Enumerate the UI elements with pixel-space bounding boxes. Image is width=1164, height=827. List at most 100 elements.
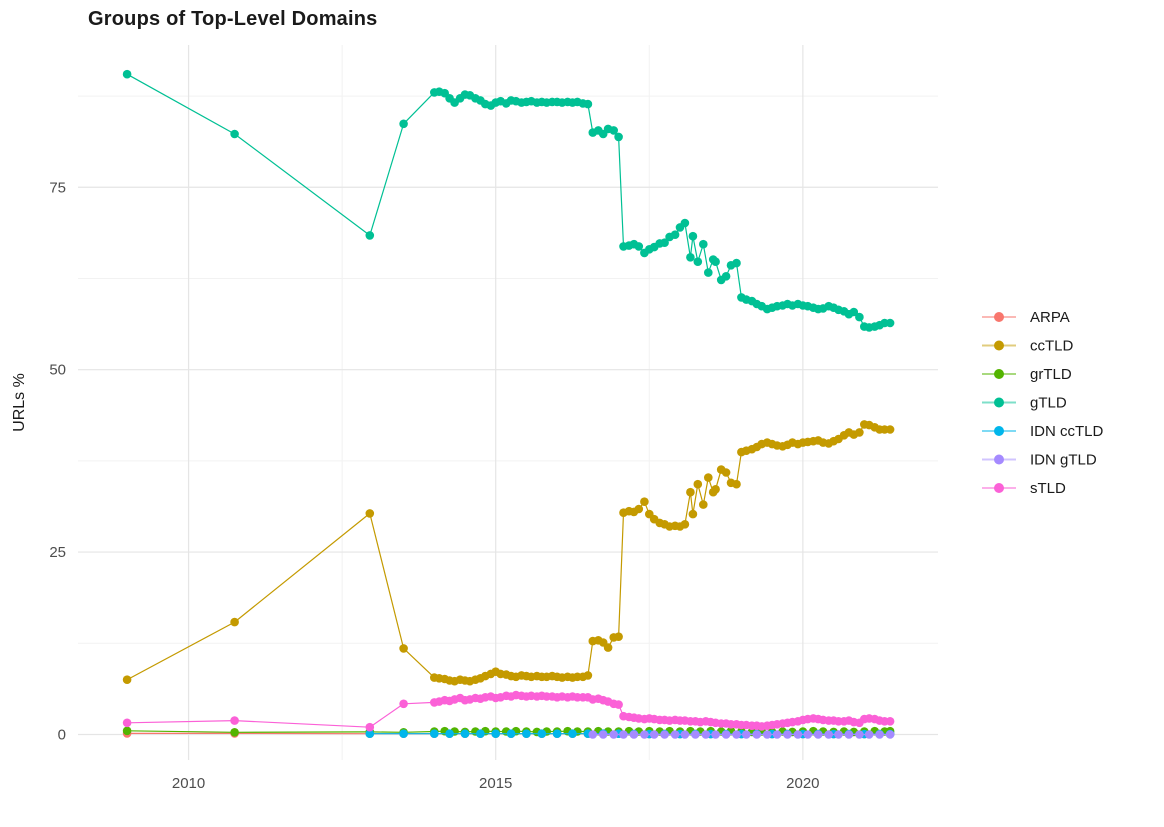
data-point — [824, 730, 833, 739]
series-idn-gtld — [588, 730, 895, 739]
data-point — [230, 728, 239, 737]
data-point — [230, 617, 239, 627]
data-point — [711, 257, 720, 267]
data-point — [365, 729, 375, 738]
data-point — [721, 272, 731, 281]
data-point — [844, 730, 854, 739]
data-point — [693, 257, 703, 267]
data-point — [640, 497, 649, 507]
legend-label: sTLD — [1030, 480, 1066, 497]
data-point — [399, 729, 408, 738]
legend-item-idn-gtld[interactable]: IDN gTLD — [982, 452, 1097, 469]
legend-key-dot — [994, 397, 1004, 408]
data-point — [603, 643, 613, 652]
data-point — [732, 258, 741, 268]
data-point — [634, 242, 644, 251]
legend-label: gTLD — [1030, 395, 1067, 412]
data-point — [365, 722, 375, 732]
data-point — [430, 729, 439, 738]
data-point — [688, 509, 698, 519]
legend-label: grTLD — [1030, 366, 1072, 383]
data-point — [813, 730, 823, 739]
legend-item-arpa[interactable]: ARPA — [982, 309, 1070, 326]
series-line — [126, 423, 891, 682]
data-point — [670, 730, 680, 739]
legend-item-stld[interactable]: sTLD — [982, 480, 1066, 497]
grid-lines — [78, 45, 938, 760]
series-line — [126, 73, 891, 328]
data-point — [704, 473, 713, 482]
y-axis-title: URLs % — [11, 373, 28, 432]
data-point — [230, 129, 239, 139]
data-point — [609, 730, 618, 739]
chart-title: Groups of Top-Level Domains — [88, 8, 378, 30]
data-point — [399, 699, 408, 709]
data-point — [619, 730, 628, 739]
data-point — [699, 239, 708, 249]
data-point — [460, 729, 470, 738]
data-point — [875, 730, 884, 739]
legend-item-idn-cctld[interactable]: IDN ccTLD — [982, 423, 1104, 440]
data-point — [704, 268, 713, 277]
legend-item-cctld[interactable]: ccTLD — [982, 338, 1074, 355]
data-point — [711, 730, 720, 739]
legend-item-gtld[interactable]: gTLD — [982, 395, 1067, 412]
data-point — [686, 487, 695, 497]
data-point — [680, 730, 690, 739]
data-point — [721, 730, 731, 739]
data-point — [680, 218, 690, 228]
data-point — [122, 69, 132, 79]
axis-labels: 0 25 50 75 2010 2015 2020 URLs % — [11, 179, 820, 792]
x-tick-label: 2010 — [172, 775, 205, 792]
data-point — [793, 730, 803, 739]
data-point — [122, 718, 132, 728]
data-point — [834, 730, 843, 739]
legend-key-dot — [994, 454, 1004, 465]
data-point — [522, 729, 531, 738]
data-point — [885, 730, 895, 739]
y-tick-label: 0 — [58, 726, 66, 743]
data-series — [122, 69, 895, 739]
legend-key-dot — [994, 312, 1004, 322]
data-point — [864, 730, 874, 739]
data-point — [583, 671, 593, 680]
legend-label: IDN ccTLD — [1030, 423, 1104, 440]
legend-item-grtld[interactable]: grTLD — [982, 366, 1072, 383]
data-point — [732, 479, 741, 489]
data-point — [476, 729, 485, 738]
legend-label: ARPA — [1030, 309, 1070, 326]
data-point — [649, 730, 659, 739]
data-point — [614, 132, 623, 142]
data-point — [399, 644, 408, 653]
data-point — [885, 425, 895, 434]
data-point — [491, 729, 501, 738]
data-point — [230, 716, 239, 725]
data-point — [660, 730, 669, 739]
data-point — [614, 632, 623, 641]
data-point — [691, 730, 700, 739]
x-tick-label: 2015 — [479, 775, 512, 792]
x-tick-label: 2020 — [786, 775, 819, 792]
data-point — [445, 729, 454, 738]
legend-key-dot — [994, 483, 1004, 493]
legend-key-dot — [994, 369, 1004, 379]
data-point — [552, 729, 562, 738]
data-point — [762, 730, 772, 739]
data-point — [365, 509, 375, 518]
series-stld — [122, 690, 895, 732]
data-point — [752, 730, 762, 739]
data-point — [855, 312, 864, 322]
data-point — [885, 717, 895, 726]
data-point — [365, 231, 375, 240]
data-point — [693, 479, 703, 489]
data-point — [506, 729, 516, 738]
series-cctld — [122, 420, 895, 686]
data-point — [701, 730, 711, 739]
data-point — [614, 700, 623, 709]
series-gtld — [122, 69, 895, 332]
legend-key-dot — [994, 340, 1004, 351]
data-point — [855, 730, 864, 739]
legend-label: IDN gTLD — [1030, 452, 1097, 469]
